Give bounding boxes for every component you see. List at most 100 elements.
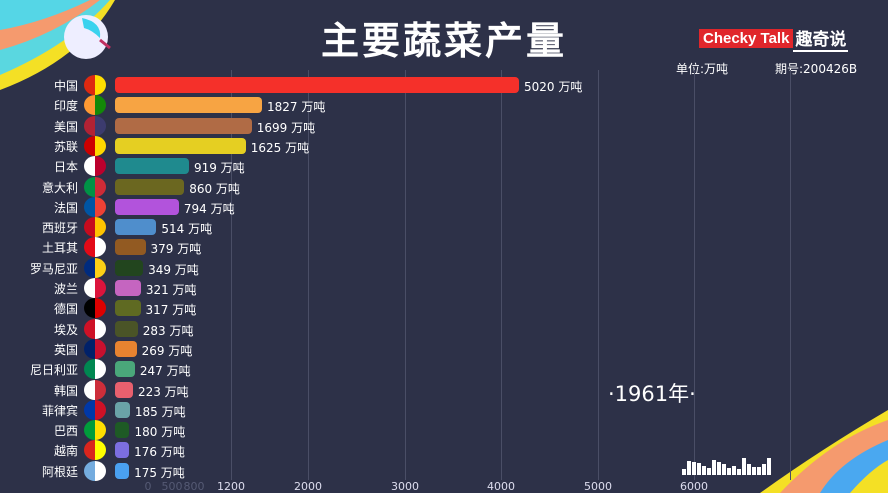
histogram-bar — [697, 463, 701, 475]
brand-cn: 趣奇说 — [793, 25, 849, 52]
x-tick-label-faded: 800 — [183, 480, 205, 493]
flag-icon — [84, 318, 106, 339]
histogram-bar — [692, 462, 696, 475]
bar — [115, 198, 179, 215]
value-label: 379 万吨 — [150, 242, 202, 257]
bar-row: 苏联 1625 万吨 — [0, 135, 700, 156]
bar-row: 埃及 283 万吨 — [0, 318, 700, 339]
category-label: 罗马尼亚 — [29, 261, 78, 276]
value-label: 176 万吨 — [134, 445, 185, 460]
value-label: 1827 万吨 — [267, 100, 326, 115]
value-label: 180 万吨 — [134, 425, 186, 440]
gridline — [694, 70, 695, 480]
histogram-bar — [742, 458, 746, 475]
category-label: 尼日利亚 — [29, 363, 78, 378]
bar — [115, 280, 141, 296]
histogram-bar — [687, 461, 691, 475]
x-tick-label: 2000 — [294, 480, 322, 493]
value-label: 1699 万吨 — [256, 120, 316, 135]
category-label: 意大利 — [41, 180, 78, 195]
histogram-bar — [702, 466, 706, 475]
chart-title: 主要蔬菜产量 — [320, 19, 567, 63]
value-label: 321 万吨 — [145, 283, 197, 297]
bar — [115, 361, 135, 378]
category-label: 苏联 — [53, 139, 78, 154]
bar-row: 德国 317 万吨 — [0, 298, 700, 319]
year-label: ·1961年· — [608, 382, 696, 406]
value-label: 794 万吨 — [183, 201, 235, 216]
histogram-bar — [712, 460, 716, 475]
bar-row: 菲律宾 185 万吨 — [0, 399, 700, 420]
category-label: 巴西 — [53, 424, 78, 439]
brand-en: Checky Talk — [699, 29, 794, 48]
x-tick-label: 1200 — [217, 480, 245, 493]
gridline — [790, 70, 791, 480]
category-label: 中国 — [53, 79, 78, 93]
x-tick-label-faded: 500 — [161, 480, 183, 493]
flag-icon — [84, 135, 106, 156]
bar — [115, 178, 185, 195]
gridline — [405, 70, 406, 480]
category-label: 西班牙 — [41, 221, 78, 236]
histogram-bar — [747, 464, 751, 475]
value-label: 514 万吨 — [161, 222, 213, 237]
histogram-bar — [732, 466, 736, 475]
x-tick-label: 5000 — [584, 480, 612, 493]
bar-row: 中国 5020 万吨 — [0, 75, 700, 95]
value-label: 1625 万吨 — [250, 140, 310, 155]
bar — [115, 300, 141, 317]
brand-logo: Checky Talk 趣奇说 — [699, 25, 849, 52]
category-label: 法国 — [53, 200, 78, 215]
histogram-bar — [767, 458, 771, 475]
histogram-bar — [727, 468, 731, 475]
flag-icon — [84, 257, 106, 278]
bar-row: 越南 176 万吨 — [0, 440, 700, 461]
flag-icon — [84, 115, 106, 136]
bar-row: 韩国 223 万吨 — [0, 379, 700, 400]
bar — [115, 340, 137, 357]
flag-icon — [84, 359, 106, 380]
bar-row: 意大利 860 万吨 — [0, 176, 700, 197]
bar — [115, 320, 138, 337]
category-label: 韩国 — [53, 383, 78, 398]
bar-row: 日本 919 万吨 — [0, 156, 700, 177]
value-label: 269 万吨 — [141, 343, 193, 358]
histogram-bar — [717, 462, 721, 475]
value-label: 185 万吨 — [134, 404, 186, 419]
bar-row: 美国 1699 万吨 — [0, 115, 700, 136]
category-label: 印度 — [53, 99, 78, 114]
bar — [115, 259, 144, 276]
gridline — [308, 70, 309, 480]
bar — [115, 239, 146, 256]
year-histogram — [682, 455, 771, 475]
category-label: 日本 — [53, 160, 78, 175]
category-label: 英国 — [53, 342, 78, 357]
bar — [115, 381, 133, 398]
value-label: 5020 万吨 — [524, 80, 583, 94]
bar — [115, 462, 130, 479]
flag-icon — [84, 95, 106, 116]
flag-icon — [84, 460, 106, 481]
category-label: 菲律宾 — [41, 403, 78, 418]
x-tick-label-faded: 0 — [144, 480, 152, 493]
x-tick-label: 6000 — [680, 480, 708, 493]
bar-row: 印度 1827 万吨 — [0, 95, 700, 116]
flag-icon — [84, 298, 106, 319]
x-tick-label: 3000 — [391, 480, 419, 493]
bar — [115, 117, 252, 134]
bar-row: 尼日利亚 247 万吨 — [0, 359, 700, 380]
category-label: 美国 — [53, 119, 78, 134]
value-label: 283 万吨 — [142, 323, 194, 338]
bar-row: 波兰 321 万吨 — [0, 278, 700, 298]
flag-icon — [84, 217, 106, 238]
value-label: 317 万吨 — [145, 303, 197, 318]
gridline — [501, 70, 502, 480]
histogram-bar — [762, 464, 766, 475]
bar-row: 英国 269 万吨 — [0, 338, 700, 359]
category-label: 土耳其 — [41, 241, 78, 256]
value-label: 223 万吨 — [137, 384, 189, 399]
bar-row: 罗马尼亚 349 万吨 — [0, 257, 700, 278]
bar — [115, 401, 130, 418]
flag-icon — [84, 379, 106, 400]
x-tick-label: 4000 — [487, 480, 515, 493]
